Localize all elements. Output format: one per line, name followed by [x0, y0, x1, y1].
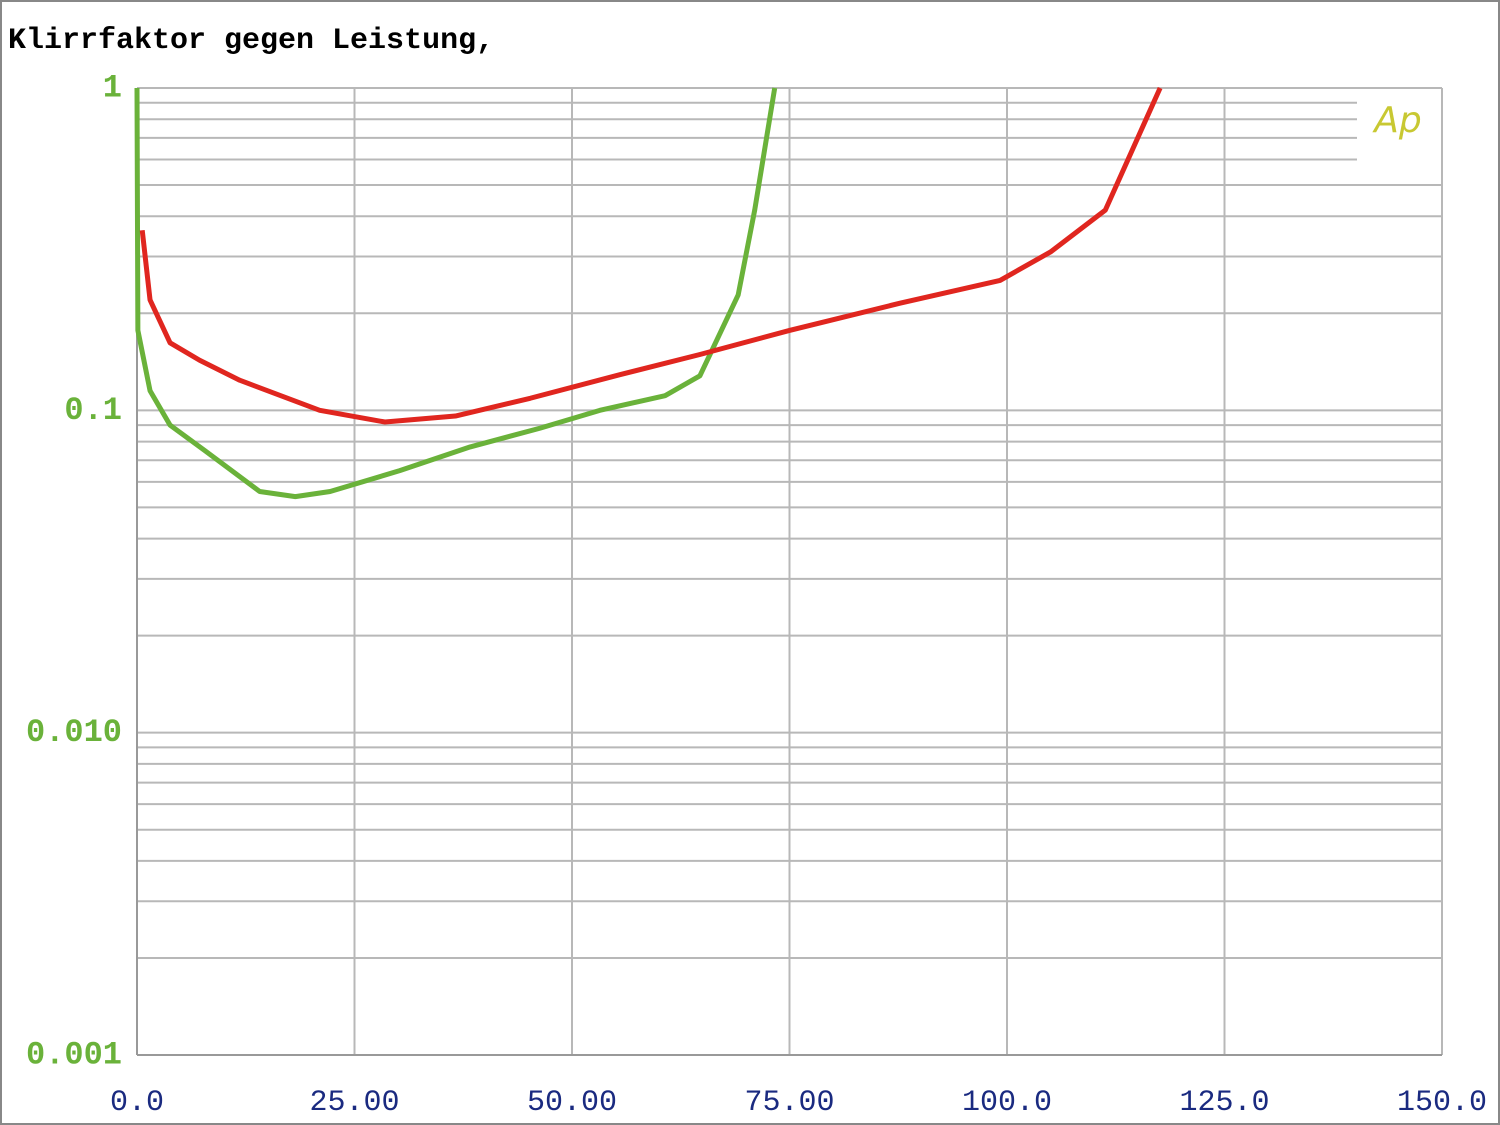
y-tick-label: 0.001: [26, 1036, 122, 1073]
logo: Ap: [1372, 100, 1421, 141]
x-tick-label: 50.00: [527, 1086, 617, 1120]
y-tick-label: 0.010: [26, 714, 122, 751]
x-tick-label: 125.0: [1179, 1086, 1269, 1120]
y-tick-label: 1: [103, 69, 122, 106]
x-tick-label: 25.00: [309, 1086, 399, 1120]
series-line: [139, 86, 1163, 425]
chart-title: Klirrfaktor gegen Leistung,: [8, 24, 494, 58]
x-tick-label: 75.00: [744, 1086, 834, 1120]
x-tick-label: 100.0: [962, 1086, 1052, 1120]
x-tick-label: 0.0: [110, 1086, 164, 1120]
x-tick-label: 150.0: [1397, 1086, 1487, 1120]
y-tick-label: 0.1: [64, 392, 122, 429]
